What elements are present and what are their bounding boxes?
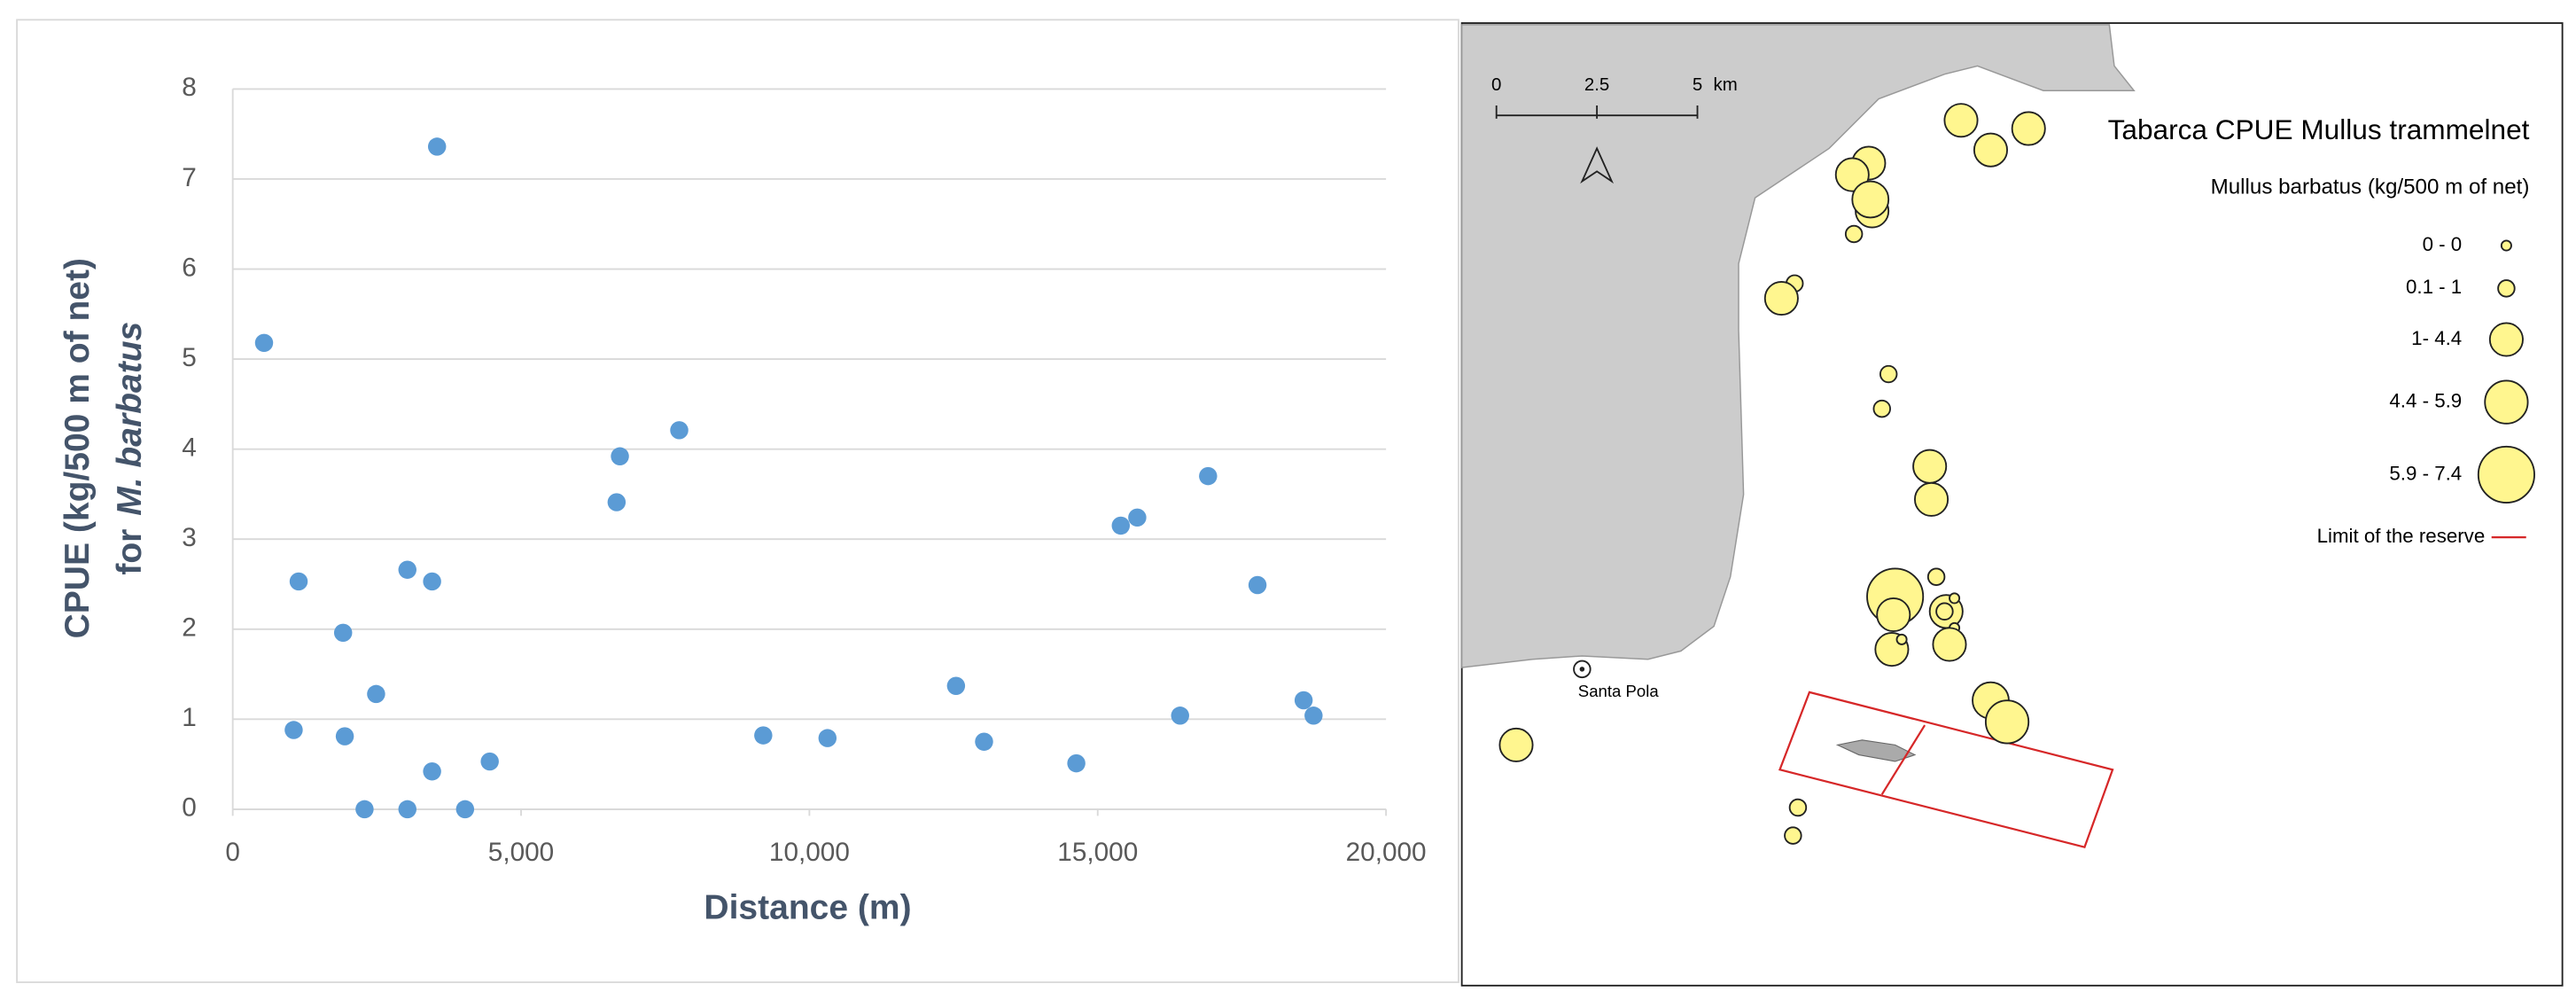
- y-tick-label: 2: [182, 613, 197, 643]
- data-point: [335, 727, 354, 745]
- scale-label: 0: [1491, 74, 1501, 95]
- cpue-bubble: [1498, 727, 1534, 762]
- cpue-bubble: [1914, 481, 1950, 517]
- y-tick-label: 0: [182, 793, 197, 823]
- legend-label: 4.4 - 5.9: [2389, 390, 2462, 412]
- map: 0 2.5 5 km Santa Pola Tabarca CPUE Mullu…: [1460, 22, 2564, 987]
- chart-frame: [16, 19, 1459, 984]
- y-axis-label-2: for M. barbatus: [112, 322, 150, 575]
- cpue-bubble: [1834, 157, 1870, 192]
- map-subtitle: Mullus barbatus (kg/500 m of net): [2211, 175, 2530, 199]
- data-point: [975, 732, 993, 751]
- data-point: [289, 572, 308, 591]
- data-point: [1294, 691, 1313, 710]
- data-point: [427, 137, 447, 156]
- scale-label: 5: [1693, 74, 1702, 95]
- reserve-limit: [1880, 724, 1926, 795]
- cpue-bubble: [1895, 633, 1908, 645]
- legend-label: 1- 4.4: [2411, 327, 2462, 349]
- data-point: [946, 676, 966, 695]
- data-point: [423, 572, 441, 591]
- reserve-limit: [1778, 691, 2114, 848]
- data-point: [284, 721, 303, 739]
- legend-symbol: [2484, 379, 2529, 425]
- y-tick-label: 4: [182, 433, 197, 463]
- cpue-bubble: [1879, 364, 1898, 384]
- y-tick-label: 1: [182, 703, 197, 732]
- data-point: [1111, 516, 1131, 535]
- x-tick-label: 0: [225, 838, 240, 867]
- scale-bar: [1495, 105, 1699, 184]
- cpue-bubble: [1851, 180, 1890, 219]
- data-point: [754, 726, 773, 745]
- map-title: Tabarca CPUE Mullus trammelnet: [2108, 113, 2530, 145]
- data-point: [423, 762, 441, 781]
- y-tick-label: 3: [182, 523, 197, 552]
- data-point: [398, 560, 416, 579]
- legend-label: 0 - 0: [2423, 233, 2463, 255]
- x-tick-label: 20,000: [1346, 838, 1427, 867]
- x-axis-label: Distance (m): [704, 889, 911, 927]
- cpue-bubble: [1763, 281, 1799, 316]
- data-point: [367, 684, 385, 704]
- cpue-bubble: [1932, 627, 1967, 662]
- scale-label: 2.5: [1584, 74, 1609, 95]
- data-point: [818, 729, 837, 747]
- data-point: [1304, 706, 1323, 725]
- cpue-bubble: [1926, 567, 1946, 586]
- legend-label: 5.9 - 7.4: [2389, 462, 2462, 484]
- cpue-bubble: [1984, 699, 2030, 745]
- data-point: [670, 421, 689, 440]
- cpue-bubbles: [1498, 103, 2046, 845]
- town-marker: [1579, 667, 1585, 672]
- data-point: [254, 333, 274, 353]
- cpue-bubble: [1912, 449, 1948, 484]
- cpue-bubble: [1973, 132, 2008, 168]
- data-point: [455, 800, 475, 819]
- data-point: [1171, 706, 1189, 725]
- cpue-bubble: [2011, 111, 2046, 146]
- data-point: [1248, 575, 1267, 595]
- data-point: [611, 447, 629, 465]
- y-tick-label: 7: [182, 163, 197, 192]
- cpue-bubble: [1949, 592, 1961, 605]
- legend-symbol: [2500, 239, 2512, 252]
- data-point: [1199, 466, 1218, 486]
- y-label-species: M. barbatus: [112, 322, 150, 516]
- town-label: Santa Pola: [1578, 682, 1660, 700]
- y-tick-label: 6: [182, 253, 197, 282]
- legend: 0 - 0 0.1 - 1 1- 4.4 4.4 - 5.9 5.9 - 7.4: [2389, 233, 2535, 504]
- data-point: [355, 800, 374, 819]
- data-point: [480, 752, 499, 771]
- data-point: [333, 623, 353, 643]
- cpue-bubble: [1935, 602, 1954, 621]
- legend-symbol: [2488, 322, 2524, 357]
- cpue-bubble: [1876, 597, 1911, 633]
- data-point: [607, 493, 626, 511]
- cpue-bubble: [1784, 826, 1802, 845]
- cpue-bubble: [1788, 798, 1808, 817]
- legend-label: Limit of the reserve: [2317, 525, 2486, 547]
- cpue-bubble: [1943, 103, 1979, 138]
- land: [1460, 24, 2136, 668]
- cpue-bubble: [1844, 224, 1864, 244]
- data-point: [1067, 753, 1086, 773]
- island: [1835, 739, 1917, 762]
- y-tick-label: 5: [182, 343, 197, 372]
- legend-symbol: [2477, 445, 2535, 504]
- cpue-bubble: [1872, 399, 1891, 418]
- x-tick-label: 15,000: [1057, 838, 1138, 867]
- scale-unit: km: [1714, 74, 1738, 95]
- y-label-prefix: for: [112, 529, 150, 575]
- x-tick-label: 5,000: [488, 838, 554, 867]
- y-tick-label: 8: [182, 73, 197, 102]
- data-point: [398, 800, 416, 819]
- x-tick-label: 10,000: [769, 838, 850, 867]
- data-point: [1128, 508, 1147, 527]
- legend-label: 0.1 - 1: [2406, 276, 2462, 298]
- y-axis-label: CPUE (kg/500 m of net): [58, 258, 97, 638]
- legend-symbol: [2497, 279, 2516, 298]
